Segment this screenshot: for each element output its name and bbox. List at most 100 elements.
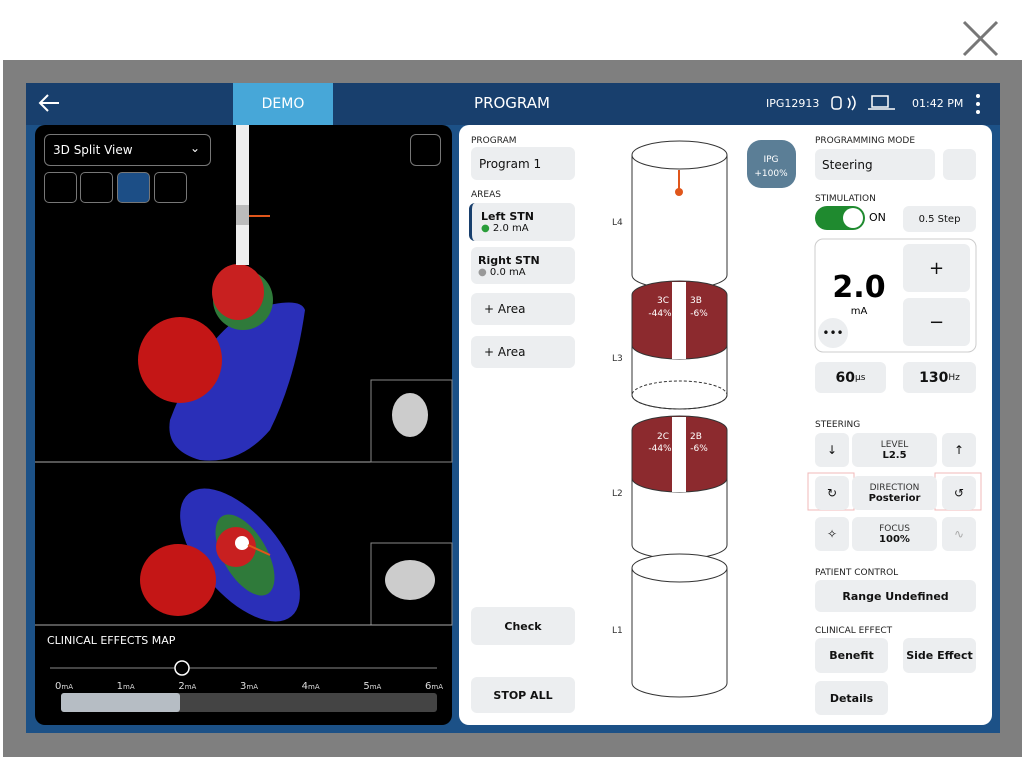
section-label: STEERING — [815, 420, 861, 430]
chevron: ⌄ — [189, 141, 200, 155]
device-id: IPG12913 — [766, 97, 820, 110]
ipg-label: IPG — [763, 155, 778, 165]
control-value: L2.5 — [882, 449, 907, 461]
scale-unit: mA — [123, 683, 135, 691]
pulse-width[interactable]: 60 µs — [815, 362, 886, 393]
toggle-knob — [843, 208, 863, 228]
demo-tab[interactable] — [233, 83, 333, 125]
contact-name: 3B — [690, 296, 702, 306]
tool-button[interactable] — [154, 172, 187, 203]
side-effect-button[interactable]: Side Effect — [903, 638, 976, 673]
level-label: L1 — [612, 626, 623, 636]
level-label: L3 — [612, 354, 623, 364]
level-label: L2 — [612, 489, 623, 499]
step-button[interactable]: 0.5 Step — [903, 206, 976, 232]
check-button[interactable]: Check — [471, 607, 575, 645]
scale-number: 6 — [425, 681, 431, 692]
area-button[interactable]: Right STN ● 0.0 mA — [471, 247, 575, 284]
scale-label: 4mA — [302, 681, 320, 692]
head-icon — [385, 560, 435, 600]
status-dot: ● — [478, 266, 490, 278]
map-handle[interactable] — [174, 660, 190, 676]
add-area[interactable]: + Area — [471, 336, 575, 368]
program-button[interactable]: Program 1 — [471, 147, 575, 180]
stim-toggle[interactable] — [815, 206, 865, 230]
scale-unit: mA — [431, 683, 443, 691]
section-label: STIMULATION — [815, 194, 876, 204]
toggle-label: ON — [869, 211, 886, 224]
section-label: PATIENT CONTROL — [815, 568, 899, 578]
scale-number: 3 — [240, 681, 246, 692]
direction-control: DIRECTION Posterior — [852, 476, 937, 510]
level-up[interactable]: ↑ — [942, 433, 976, 467]
tool-button[interactable] — [44, 172, 77, 203]
details-button[interactable]: Details — [815, 681, 888, 715]
tool-button[interactable] — [80, 172, 113, 203]
focus-control: FOCUS 100% — [852, 517, 937, 551]
scale-unit: mA — [246, 683, 258, 691]
ipg-badge — [747, 140, 796, 188]
focus-out[interactable]: ∿ — [942, 517, 976, 551]
scale-label: 0mA — [55, 681, 73, 692]
scale-number: 4 — [302, 681, 308, 692]
contact-value: -6% — [690, 309, 708, 319]
pulse-width-unit: µs — [855, 372, 866, 383]
area-current-text: 0.0 mA — [489, 266, 526, 278]
decrease-button[interactable]: − — [903, 298, 970, 346]
scale-number: 5 — [363, 681, 369, 692]
contact-name: 3C — [657, 296, 669, 306]
increase-button[interactable]: + — [903, 244, 970, 292]
section-label: CLINICAL EFFECT — [815, 626, 893, 636]
head-icon — [392, 393, 428, 437]
area-button[interactable]: Left STN ● 2.0 mA — [469, 203, 575, 241]
level-label: L4 — [612, 218, 623, 228]
stop-button[interactable]: STOP ALL — [471, 677, 575, 713]
scale-label: 3mA — [240, 681, 258, 692]
scale-unit: mA — [185, 683, 197, 691]
tab-label[interactable]: DEMO — [261, 96, 305, 112]
level-control: LEVEL L2.5 — [852, 433, 937, 467]
tool-button[interactable] — [117, 172, 150, 203]
map-slider-fill — [61, 693, 180, 712]
view-dropdown[interactable]: 3D Split View ⌄ — [44, 134, 211, 166]
settings-button[interactable] — [943, 149, 976, 180]
section-label: AREAS — [471, 190, 501, 200]
page-title: PROGRAM — [474, 94, 550, 112]
control-value: 100% — [879, 533, 910, 545]
focus-in[interactable]: ✧ — [815, 517, 849, 551]
area-current: ● 0.0 mA — [478, 267, 526, 278]
close-icon[interactable] — [962, 20, 999, 57]
scale-label: 6mA — [425, 681, 443, 692]
scale-label: 5mA — [363, 681, 381, 692]
rotate-cw[interactable]: ↻ — [815, 476, 849, 510]
dropdown-text: 3D Split View — [53, 143, 133, 157]
contact-name: 2B — [690, 432, 702, 442]
patient-control-button[interactable]: Range Undefined — [815, 580, 976, 612]
scale-number: 2 — [178, 681, 184, 692]
more-button[interactable]: ••• — [818, 318, 848, 348]
control-label: DIRECTION — [869, 482, 920, 493]
rate[interactable]: 130 Hz — [903, 362, 976, 393]
rotate-ccw[interactable]: ↺ — [942, 476, 976, 510]
contact-value: -44% — [648, 444, 672, 454]
level-down[interactable]: ↓ — [815, 433, 849, 467]
section-label: PROGRAMMING MODE — [815, 136, 916, 146]
contact-name: 2C — [657, 432, 669, 442]
rate-unit: Hz — [948, 372, 960, 383]
add-area[interactable]: + Area — [471, 293, 575, 325]
menu-icon[interactable] — [976, 94, 980, 114]
scale-unit: mA — [61, 683, 73, 691]
map-scale: 0mA 1mA 2mA 3mA 4mA 5mA 6mA — [55, 681, 443, 692]
scale-number: 1 — [117, 681, 123, 692]
scale-unit: mA — [370, 683, 382, 691]
status-icons — [831, 95, 895, 111]
scale-unit: mA — [308, 683, 320, 691]
map-title: CLINICAL EFFECTS MAP — [47, 634, 176, 647]
contact-value: -44% — [648, 309, 672, 319]
layers-button[interactable] — [410, 134, 441, 166]
mode-dropdown[interactable]: Steering — [815, 149, 935, 180]
control-value: Posterior — [868, 492, 921, 504]
back-icon[interactable] — [38, 94, 59, 112]
benefit-button[interactable]: Benefit — [815, 638, 888, 673]
